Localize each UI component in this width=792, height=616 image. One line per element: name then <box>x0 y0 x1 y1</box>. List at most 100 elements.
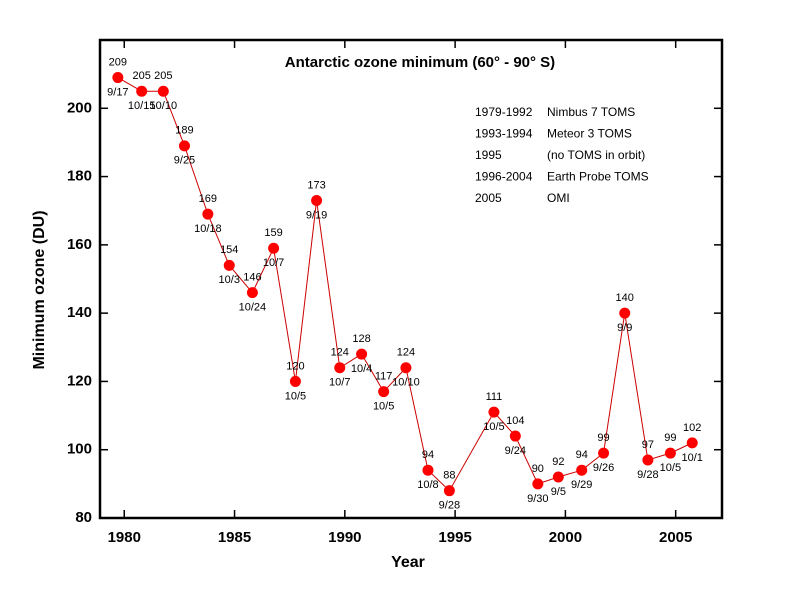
date-label: 10/3 <box>219 274 240 286</box>
date-label: 9/9 <box>617 322 632 334</box>
date-label: 10/5 <box>373 401 394 413</box>
value-label: 173 <box>307 179 325 191</box>
data-point <box>422 464 434 476</box>
value-label: 97 <box>642 439 654 451</box>
data-point <box>642 454 654 466</box>
value-label: 146 <box>243 272 261 284</box>
value-label: 117 <box>375 371 393 383</box>
data-point <box>443 485 455 497</box>
value-label: 94 <box>576 449 588 461</box>
data-point <box>334 362 346 374</box>
value-label: 124 <box>331 347 349 359</box>
legend-instrument: (no TOMS in orbit) <box>547 148 645 162</box>
value-label: 120 <box>286 360 304 372</box>
x-tick-label: 2000 <box>549 529 582 546</box>
y-tick-label: 100 <box>67 441 92 458</box>
value-label: 154 <box>220 244 238 256</box>
data-point <box>488 406 500 418</box>
value-label: 169 <box>199 193 217 205</box>
date-label: 10/10 <box>392 377 420 389</box>
data-point <box>157 85 169 97</box>
value-label: 94 <box>422 449 434 461</box>
value-label: 205 <box>133 70 151 82</box>
data-point <box>311 194 323 206</box>
date-label: 9/26 <box>593 462 614 474</box>
data-point <box>178 140 190 152</box>
date-label: 10/5 <box>285 390 306 402</box>
data-point <box>202 208 214 220</box>
date-label: 9/17 <box>107 86 128 98</box>
value-label: 99 <box>664 432 676 444</box>
date-label: 10/5 <box>483 421 504 433</box>
x-axis-label: Year <box>391 554 425 571</box>
data-point <box>552 471 564 483</box>
value-label: 209 <box>109 56 127 68</box>
legend-period: 2005 <box>475 191 502 205</box>
legend-instrument: OMI <box>547 191 570 205</box>
value-label: 102 <box>683 422 701 434</box>
date-label: 9/28 <box>637 469 658 481</box>
value-label: 124 <box>397 347 415 359</box>
date-label: 10/7 <box>263 257 284 269</box>
date-label: 9/30 <box>527 493 548 505</box>
value-label: 205 <box>154 70 172 82</box>
value-label: 88 <box>443 470 455 482</box>
data-point <box>268 242 280 254</box>
y-tick-label: 180 <box>67 168 92 185</box>
plot-frame <box>98 38 724 520</box>
data-point <box>356 348 368 360</box>
data-point <box>136 85 148 97</box>
data-point <box>576 464 588 476</box>
date-label: 10/4 <box>351 363 372 375</box>
value-label: 92 <box>552 456 564 468</box>
date-label: 9/25 <box>174 155 195 167</box>
data-point <box>289 375 301 387</box>
value-label: 99 <box>597 432 609 444</box>
data-point <box>112 72 124 84</box>
date-label: 10/24 <box>239 302 267 314</box>
date-label: 10/15 <box>128 100 156 112</box>
date-label: 10/18 <box>194 223 222 235</box>
data-point <box>686 437 698 449</box>
y-tick-label: 140 <box>67 304 92 321</box>
value-label: 90 <box>532 463 544 475</box>
value-label: 111 <box>486 391 503 403</box>
x-tick-label: 1995 <box>438 529 471 546</box>
date-label: 10/5 <box>660 462 681 474</box>
y-axis-label: Minimum ozone (DU) <box>31 210 48 369</box>
value-label: 159 <box>264 227 282 239</box>
data-point <box>223 259 235 271</box>
legend-period: 1995 <box>475 148 502 162</box>
data-point <box>598 447 610 459</box>
date-label: 9/29 <box>571 479 592 491</box>
x-tick-label: 1990 <box>328 529 361 546</box>
legend-period: 1996-2004 <box>475 170 533 184</box>
date-label: 10/8 <box>417 479 438 491</box>
x-tick-label: 1980 <box>108 529 141 546</box>
y-tick-label: 80 <box>75 509 92 526</box>
data-point <box>400 362 412 374</box>
data-point <box>378 386 390 398</box>
y-tick-label: 160 <box>67 236 92 253</box>
data-point <box>664 447 676 459</box>
date-label: 10/1 <box>682 452 703 464</box>
date-label: 9/5 <box>551 486 566 498</box>
legend-instrument: Earth Probe TOMS <box>547 170 649 184</box>
date-label: 9/28 <box>439 500 460 512</box>
date-label: 9/19 <box>306 209 327 221</box>
value-label: 189 <box>175 125 193 137</box>
date-label: 10/7 <box>329 377 350 389</box>
value-label: 104 <box>506 415 524 427</box>
data-point <box>246 287 258 299</box>
data-point <box>509 430 521 442</box>
date-label: 9/24 <box>505 445 526 457</box>
legend-instrument: Nimbus 7 TOMS <box>547 105 635 119</box>
legend-instrument: Meteor 3 TOMS <box>547 127 632 141</box>
x-tick-label: 2005 <box>659 529 692 546</box>
date-label: 10/10 <box>150 100 178 112</box>
data-point <box>619 307 631 319</box>
legend-period: 1993-1994 <box>475 127 533 141</box>
x-tick-label: 1985 <box>218 529 251 546</box>
y-tick-label: 200 <box>67 99 92 116</box>
